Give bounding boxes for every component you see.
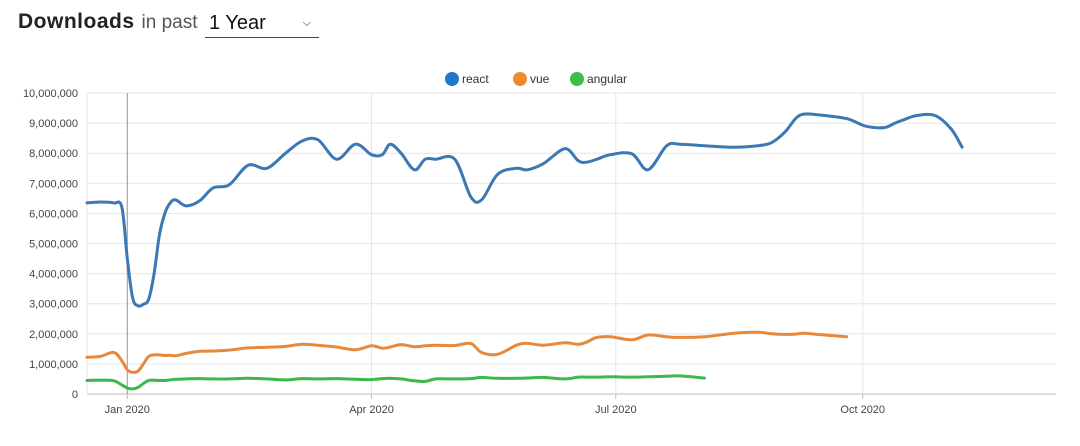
period-select-value: 1 Year xyxy=(209,12,266,34)
legend-item-angular[interactable]: angular xyxy=(570,72,627,86)
y-tick-label: 1,000,000 xyxy=(29,359,78,371)
downloads-subtitle: in past xyxy=(141,12,198,33)
y-tick-label: 2,000,000 xyxy=(29,329,78,341)
y-tick-label: 8,000,000 xyxy=(29,148,78,160)
y-axis: 0 1,000,000 2,000,000 3,000,000 4,000,000 5,0… xyxy=(23,88,78,401)
x-tick-label: Apr 2020 xyxy=(349,404,394,416)
series-line-react xyxy=(85,112,964,308)
period-select[interactable]: 1 Year ⌵ xyxy=(205,11,319,38)
downloads-title: Downloads xyxy=(18,10,135,33)
legend-item-react[interactable]: react xyxy=(445,72,489,86)
x-tick-label: Oct 2020 xyxy=(840,404,885,416)
legend-item-vue[interactable]: vue xyxy=(513,72,550,86)
y-tick-label: 10,000,000 xyxy=(23,88,78,100)
y-tick-label: 7,000,000 xyxy=(29,178,78,190)
chart-legend: react vue angular xyxy=(445,72,627,86)
legend-label-react: react xyxy=(462,72,489,86)
chart-grid xyxy=(86,92,1056,395)
y-tick-label: 6,000,000 xyxy=(29,208,78,220)
chevron-down-icon: ⌵ xyxy=(302,17,311,29)
downloads-header: Downloads in past xyxy=(18,10,198,34)
legend-label-vue: vue xyxy=(530,72,550,86)
legend-swatch-react xyxy=(445,72,459,86)
series-line-angular xyxy=(85,374,706,391)
legend-swatch-vue xyxy=(513,72,527,86)
y-tick-label: 9,000,000 xyxy=(29,118,78,130)
y-tick-label: 4,000,000 xyxy=(29,269,78,281)
series-lines xyxy=(85,112,964,391)
x-axis: Jan 2020 Apr 2020 Jul 2020 Oct 2020 xyxy=(105,394,885,416)
y-tick-label: 3,000,000 xyxy=(29,299,78,311)
x-tick-label: Jan 2020 xyxy=(105,404,150,416)
y-tick-label: 0 xyxy=(72,389,78,401)
legend-swatch-angular xyxy=(570,72,584,86)
legend-label-angular: angular xyxy=(587,72,627,86)
x-tick-label: Jul 2020 xyxy=(595,404,637,416)
y-tick-label: 5,000,000 xyxy=(29,239,78,251)
series-line-vue xyxy=(85,330,849,374)
